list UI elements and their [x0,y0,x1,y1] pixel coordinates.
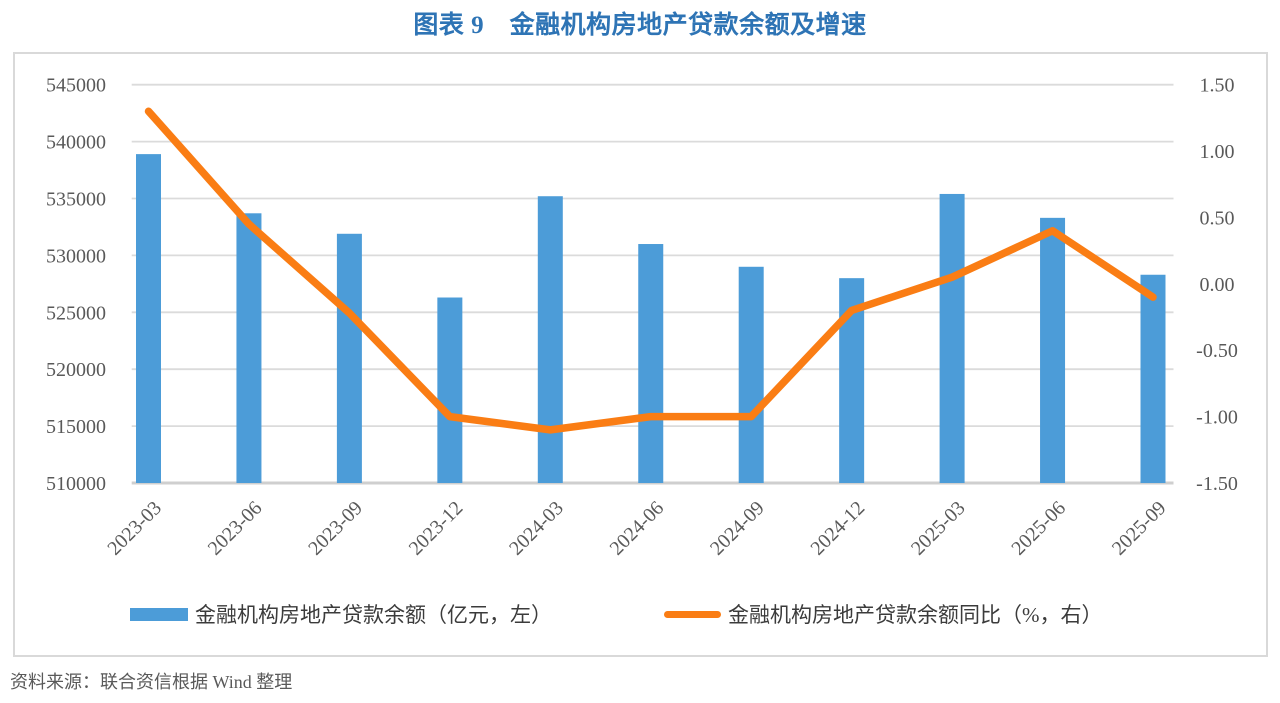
left-axis-tick-label: 535000 [46,189,106,211]
right-axis-tick-label: 0.50 [1200,207,1235,229]
left-axis-tick-label: 530000 [46,245,106,267]
left-axis-tick-label: 520000 [46,359,106,381]
left-axis-tick-label: 540000 [46,132,106,154]
legend-label-growth: 金融机构房地产贷款余额同比（%，右） [728,603,1103,627]
right-axis-tick-label: -1.00 [1196,407,1238,429]
x-axis-tick-label: 2024-06 [606,497,669,560]
right-axis-tick-label: -0.50 [1196,340,1238,362]
x-axis-tick-label: 2023-06 [204,497,267,560]
x-axis-tick-label: 2025-09 [1108,497,1171,560]
bar-series-swatch [130,607,188,621]
legend-item-balance: 金融机构房地产贷款余额（亿元，左） [130,601,552,627]
bar-2025-03 [939,193,965,483]
x-axis-tick-label: 2025-03 [907,497,970,560]
left-axis-tick-label: 515000 [46,416,106,438]
bar-2023-09 [336,233,362,483]
left-axis-tick-label: 525000 [46,302,106,324]
right-axis-tick-label: 1.50 [1200,75,1235,97]
bar-2023-03 [136,154,161,484]
x-axis-tick-label: 2024-09 [706,497,769,560]
combo-chart: 545000 540000 535000 530000 525000 520000 5150… [46,75,1238,560]
bar-2024-03 [537,196,563,483]
x-axis-tick-label: 2023-03 [103,497,166,560]
right-axis-tick-label: 0.00 [1200,274,1235,296]
bar-2025-09 [1140,274,1166,483]
bar-2023-12 [437,297,463,483]
bar-2025-06 [1040,217,1066,483]
x-axis-tick-label: 2024-03 [505,497,568,560]
chart-title: 图表 9 金融机构房地产贷款余额及增速 [413,12,867,39]
legend-label-balance: 金融机构房地产贷款余额（亿元，左） [195,603,552,627]
x-axis-tick-label: 2024-12 [806,497,869,560]
growth-line [144,107,1157,434]
bar-2024-06 [638,244,664,483]
bar-2023-06 [236,213,262,483]
source-note: 资料来源：联合资信根据 Wind 整理 [10,672,293,692]
right-axis-tick-label: -1.50 [1196,473,1238,495]
left-axis-tick-label: 545000 [46,75,106,97]
x-axis-tick-label: 2023-09 [304,497,367,560]
line-series-swatch [664,610,721,618]
legend-item-growth: 金融机构房地产贷款余额同比（%，右） [664,601,1103,627]
left-axis-tick-label: 510000 [46,473,106,495]
x-axis-tick-label: 2025-06 [1007,497,1070,560]
right-axis-tick-label: 1.00 [1200,141,1235,163]
bar-2024-09 [738,266,764,483]
x-axis-tick-label: 2023-12 [405,497,468,560]
